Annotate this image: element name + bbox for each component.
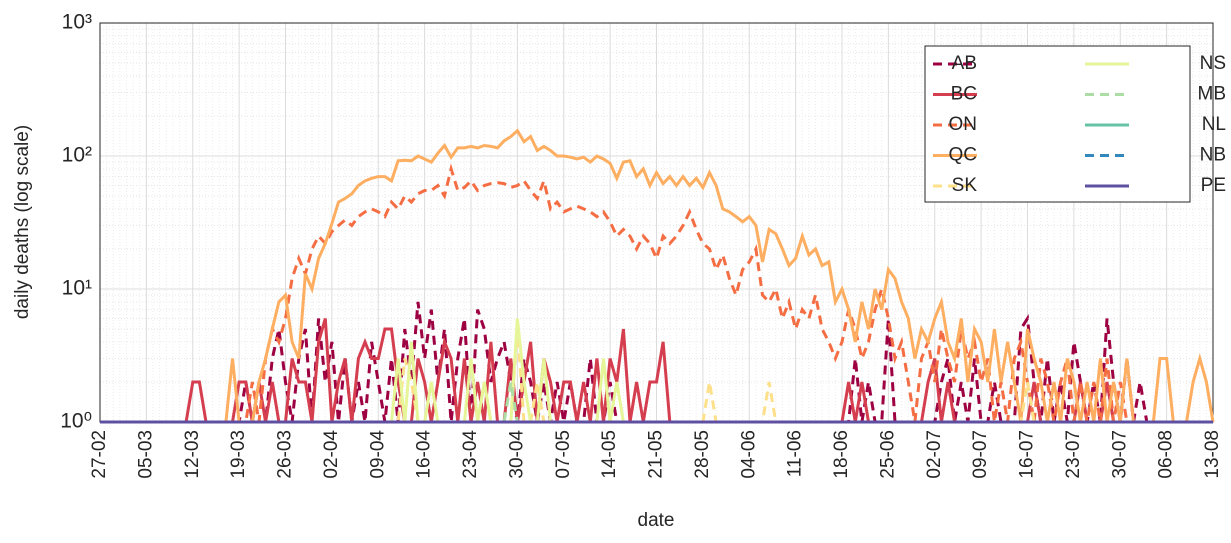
x-tick-label: 28-05 <box>692 430 713 479</box>
legend-label: AB <box>952 53 977 74</box>
x-tick-label: 30-07 <box>1109 430 1130 479</box>
x-tick-label: 02-07 <box>924 430 945 479</box>
x-tick-label: 02-04 <box>321 430 342 479</box>
legend-label: PE <box>1201 175 1226 196</box>
x-tick-label: 18-06 <box>831 430 852 479</box>
legend-label: QC <box>949 145 978 166</box>
legend-label: MB <box>1198 84 1227 105</box>
legend-label: NB <box>1200 145 1226 166</box>
legend-label: NL <box>1202 114 1226 135</box>
series-line <box>100 301 1213 424</box>
x-tick-label: 05-03 <box>135 430 156 479</box>
legend-label: ON <box>949 114 978 135</box>
x-axis-title: date <box>638 510 675 531</box>
x-tick-label: 09-04 <box>367 430 388 479</box>
x-tick-label: 16-04 <box>414 430 435 479</box>
x-tick-label: 26-03 <box>275 430 296 479</box>
x-tick-label: 13-08 <box>1202 430 1223 479</box>
legend-label: NS <box>1200 53 1226 74</box>
x-tick-label: 27-02 <box>89 430 110 479</box>
series-line <box>100 128 1215 424</box>
legend-label: BC <box>951 84 977 105</box>
x-tick-label: 25-06 <box>877 430 898 479</box>
x-tick-label: 12-03 <box>182 430 203 479</box>
x-tick-label: 14-05 <box>599 430 620 479</box>
x-tick-label: 19-03 <box>228 430 249 479</box>
x-tick-label: 11-06 <box>785 430 806 477</box>
y-tick-label: 10⁰ <box>60 410 92 433</box>
y-axis-title: daily deaths (log scale) <box>12 125 33 319</box>
x-tick-label: 09-07 <box>970 430 991 479</box>
x-tick-label: 04-06 <box>738 430 759 479</box>
x-tick-label: 16-07 <box>1017 430 1038 479</box>
legend-label: SK <box>952 175 978 196</box>
y-tick-label: 10¹ <box>62 277 92 300</box>
x-tick-label: 21-05 <box>646 430 667 479</box>
y-tick-label: 10³ <box>62 11 92 34</box>
series-line <box>100 163 1213 424</box>
x-tick-label: 23-07 <box>1063 430 1084 479</box>
x-tick-label: 30-04 <box>506 430 527 479</box>
y-tick-label: 10² <box>62 144 92 167</box>
x-tick-label: 07-05 <box>553 430 574 479</box>
x-tick-label: 06-08 <box>1156 430 1177 479</box>
x-tick-label: 23-04 <box>460 430 481 479</box>
